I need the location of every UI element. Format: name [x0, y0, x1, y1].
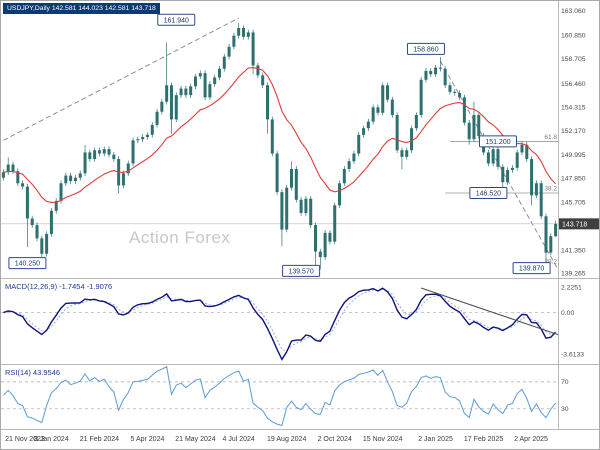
main-price-panel: 61.8 38.2 38.2: [1, 17, 558, 271]
svg-text:145.705: 145.705: [561, 199, 586, 206]
svg-text:38.2: 38.2: [544, 259, 557, 266]
rsi-panel: [1, 366, 558, 427]
trendline: [3, 17, 239, 141]
svg-text:2 Apr 2025: 2 Apr 2025: [514, 436, 548, 443]
svg-text:70: 70: [561, 379, 569, 386]
trendline: [439, 60, 558, 271]
svg-text:21 Feb 2024: 21 Feb 2024: [80, 436, 119, 443]
svg-text:2 Oct 2024: 2 Oct 2024: [318, 436, 352, 443]
price-label: 139.570: [282, 264, 321, 277]
macd-line: [3, 287, 557, 361]
svg-text:139.870: 139.870: [519, 266, 544, 273]
price-label: 158.860: [406, 42, 445, 55]
svg-text:21 May 2024: 21 May 2024: [175, 436, 216, 443]
macd-panel: [1, 287, 558, 361]
macd-trendline: [420, 287, 558, 336]
rsi-indicator-label: RSI(14) 43.9546: [5, 368, 61, 377]
svg-text:147.850: 147.850: [561, 176, 586, 183]
price-label: 161.940: [157, 13, 196, 26]
price-label: 140.250: [8, 257, 47, 270]
svg-text:15 Nov 2024: 15 Nov 2024: [363, 436, 403, 443]
svg-text:160.850: 160.850: [561, 33, 586, 40]
svg-text:2.2251: 2.2251: [561, 285, 582, 292]
svg-text:139.570: 139.570: [288, 268, 313, 275]
svg-text:152.170: 152.170: [561, 128, 586, 135]
svg-text:163.060: 163.060: [561, 8, 586, 15]
svg-text:143.718: 143.718: [562, 221, 587, 228]
svg-text:141.350: 141.350: [561, 247, 586, 254]
svg-text:156.460: 156.460: [561, 81, 586, 88]
svg-text:161.940: 161.940: [164, 17, 189, 24]
svg-text:146.520: 146.520: [476, 191, 501, 198]
moving-average-line: [3, 67, 556, 203]
macd-indicator-label: MACD(12,26,9) -1.7454 -1.9076: [5, 282, 113, 291]
svg-text:158.860: 158.860: [413, 47, 438, 54]
svg-text:154.315: 154.315: [561, 105, 586, 112]
price-axis: 163.060 160.850 158.705 156.460 154.315 152.1…: [559, 8, 599, 413]
price-label: 139.870: [512, 262, 551, 275]
candlestick-series: [1, 23, 558, 270]
svg-text:8 Jan 2024: 8 Jan 2024: [34, 436, 69, 443]
price-label: 146.520: [469, 186, 508, 199]
watermark: Action Forex: [129, 228, 231, 247]
panel-separators: [1, 1, 599, 430]
svg-text:-3.6133: -3.6133: [561, 351, 584, 358]
svg-text:158.705: 158.705: [561, 56, 586, 63]
svg-text:0.00: 0.00: [561, 310, 574, 317]
svg-text:19 Aug 2024: 19 Aug 2024: [267, 436, 306, 443]
svg-text:149.995: 149.995: [561, 152, 586, 159]
svg-text:30: 30: [561, 406, 569, 413]
svg-text:61.8: 61.8: [544, 134, 557, 141]
price-label-group: 161.940 158.860 151.200 146.520 140.250 139.5…: [8, 13, 551, 277]
svg-text:5 Apr 2024: 5 Apr 2024: [131, 436, 165, 443]
price-label: 151.200: [478, 135, 517, 148]
symbol-ohlc-label: USDJPY,Daily 142.581 144.023 142.581 143…: [3, 3, 160, 14]
svg-text:17 Feb 2025: 17 Feb 2025: [464, 436, 503, 443]
svg-text:151.200: 151.200: [485, 139, 510, 146]
svg-text:4 Jul 2024: 4 Jul 2024: [223, 436, 255, 443]
svg-text:21 Nov 2023: 21 Nov 2023: [5, 436, 45, 443]
rsi-line: [3, 366, 556, 427]
svg-text:38.2: 38.2: [544, 185, 557, 192]
current-price-tag: 143.718: [559, 218, 599, 230]
svg-text:2 Jan 2025: 2 Jan 2025: [418, 436, 453, 443]
svg-text:139.265: 139.265: [561, 270, 586, 277]
svg-text:140.250: 140.250: [15, 261, 40, 268]
